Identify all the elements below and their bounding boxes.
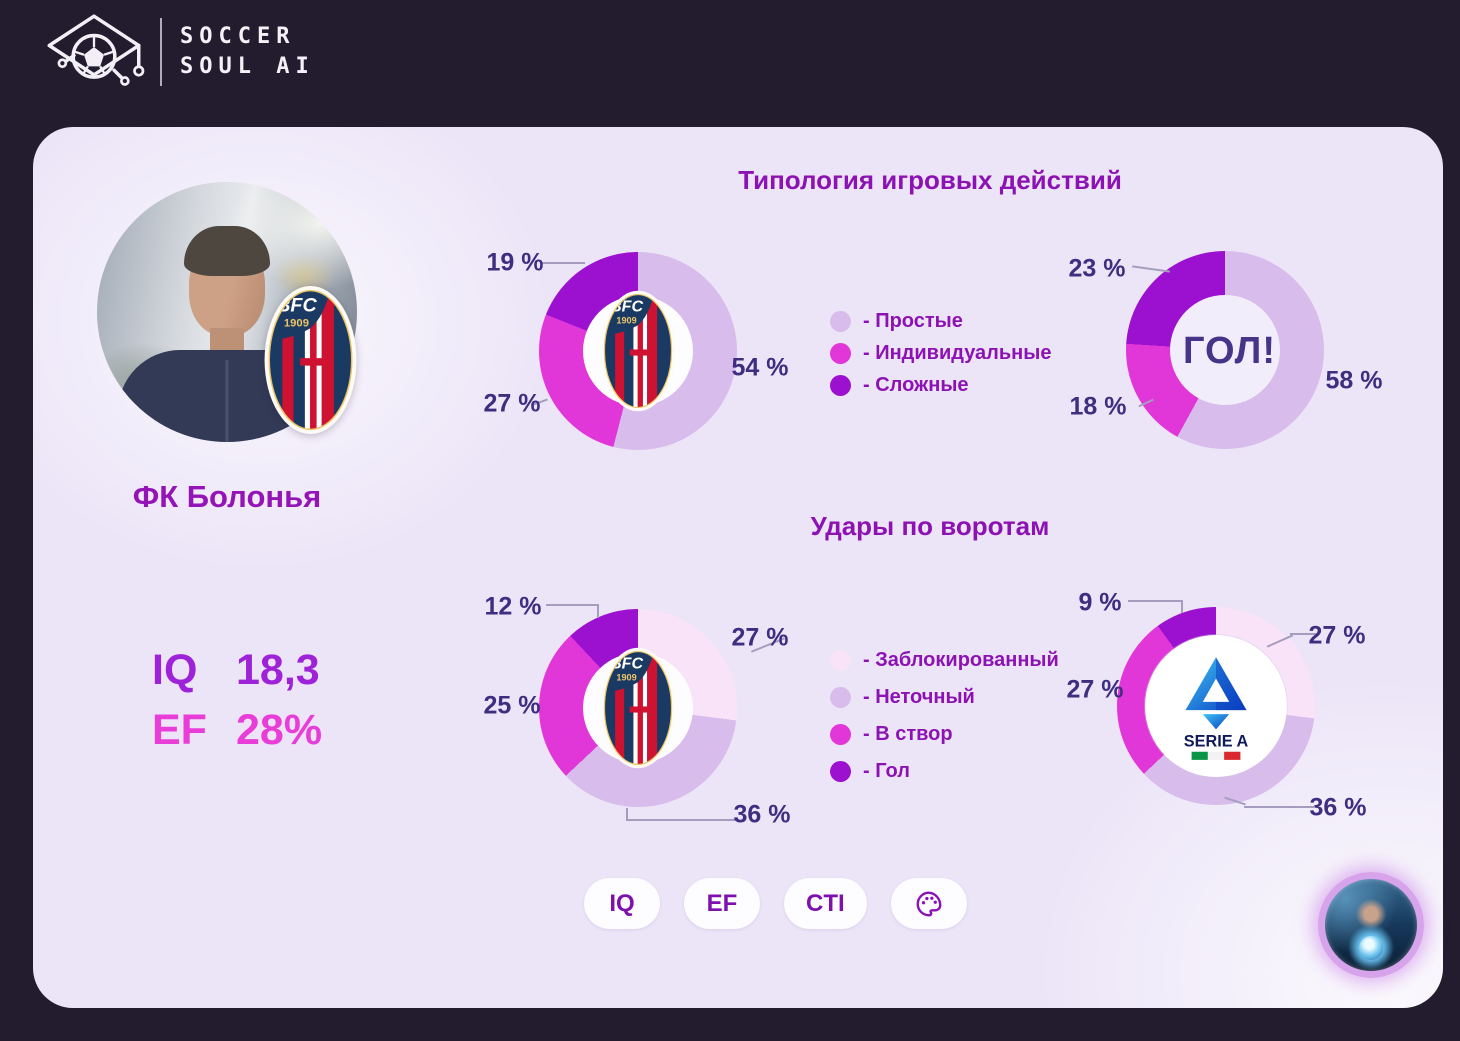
- metric-buttons: IQ EF CTI: [584, 878, 967, 929]
- brand-divider: [160, 18, 162, 86]
- cti-button[interactable]: CTI: [784, 878, 867, 929]
- section-title-typology: Типология игровых действий: [738, 165, 1122, 195]
- ai-assistant-avatar[interactable]: [1318, 872, 1424, 978]
- section-title-shots: Удары по воротам: [810, 511, 1050, 541]
- legend-dot-slozhnye: [830, 374, 851, 396]
- pct-label: 36 %: [733, 800, 791, 829]
- legend-item: - Индивидуальные: [830, 337, 1051, 369]
- donut-typology-league: [1126, 251, 1324, 449]
- pct-label: 54 %: [731, 353, 789, 382]
- pct-label: 19 %: [486, 248, 544, 277]
- bologna-crest-mini: [599, 647, 677, 769]
- stat-ef-label: EF: [152, 706, 207, 754]
- team-name: ФК Болонья: [132, 479, 322, 514]
- pct-label: 9 %: [1078, 588, 1122, 617]
- legend-dot-netochny: [830, 687, 851, 708]
- brand-wordmark: SOCCER SOUL AI: [180, 22, 315, 82]
- seriea-badge: [1145, 635, 1287, 777]
- stat-iq-value: 18,3: [236, 646, 320, 694]
- legend-shots: - Заблокированный - Неточный - В створ -…: [830, 642, 1059, 790]
- iq-button[interactable]: IQ: [584, 878, 660, 929]
- pct-label: 18 %: [1069, 392, 1127, 421]
- palette-icon: [916, 891, 942, 916]
- legend-item: - Неточный: [830, 679, 1059, 716]
- pct-label: 27 %: [731, 623, 789, 652]
- bologna-crest: [263, 285, 358, 435]
- stat-ef-value: 28%: [236, 706, 323, 754]
- legend-typology: - Простые - Индивидуальные - Сложные: [830, 305, 1051, 401]
- legend-item: - Гол: [830, 753, 1059, 790]
- legend-dot-zablokirovanny: [830, 650, 851, 671]
- legend-dot-v-stvor: [830, 724, 851, 745]
- pct-label: 27 %: [483, 389, 541, 418]
- legend-dot-prostye: [830, 310, 851, 332]
- bologna-crest-mini: [599, 290, 677, 412]
- brand-line2: SOUL AI: [180, 54, 315, 79]
- legend-item: - Простые: [830, 305, 1051, 337]
- pct-label: 25 %: [483, 691, 541, 720]
- pct-label: 27 %: [1308, 621, 1366, 650]
- stat-iq-label: IQ: [152, 646, 198, 694]
- ef-button[interactable]: EF: [684, 878, 760, 929]
- pct-label: 58 %: [1325, 366, 1383, 395]
- legend-item: - Заблокированный: [830, 642, 1059, 679]
- pct-label: 36 %: [1309, 793, 1367, 822]
- pct-label: 27 %: [1066, 675, 1124, 704]
- legend-dot-individualnye: [830, 342, 851, 364]
- coach-hair: [184, 226, 270, 276]
- brand-line1: SOCCER: [180, 24, 296, 49]
- palette-button[interactable]: [890, 878, 967, 929]
- pct-label: 23 %: [1068, 254, 1126, 283]
- gol-center-text: ГОЛ!: [1183, 330, 1276, 372]
- legend-item: - В створ: [830, 716, 1059, 753]
- seriea-logo-icon: [1155, 645, 1277, 767]
- pct-label: 12 %: [484, 592, 542, 621]
- legend-dot-gol: [830, 761, 851, 782]
- brand-soccer-cap-icon: [47, 14, 145, 86]
- legend-item: - Сложные: [830, 369, 1051, 401]
